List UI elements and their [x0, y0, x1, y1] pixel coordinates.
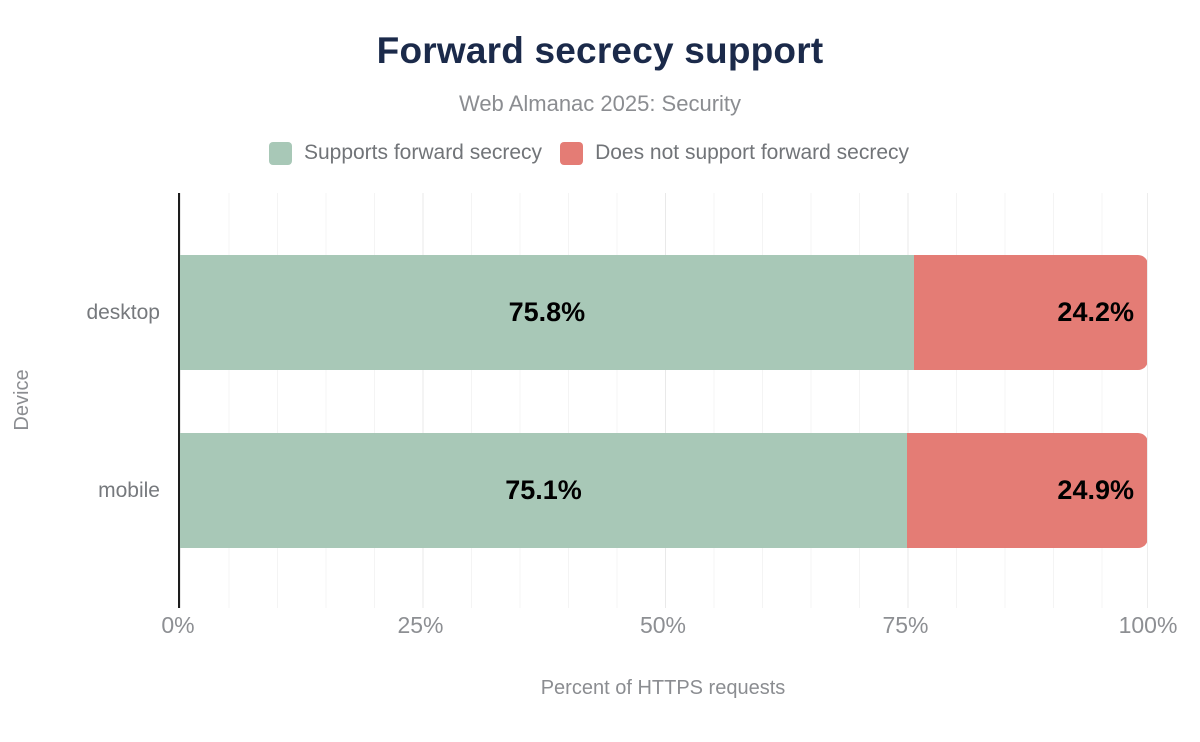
bar-data-label: 75.1%: [505, 475, 582, 505]
x-tick-25pct: 25%: [397, 612, 444, 638]
legend-item-0[interactable]: Supports forward secrecy: [268, 141, 543, 165]
legend-item-1[interactable]: Does not support forward secrecy: [560, 141, 909, 165]
bar-segment-mobile-not-supports[interactable]: 24.9%: [906, 433, 1148, 548]
x-tick-100pct: 100%: [1118, 612, 1178, 638]
x-tick-50pct: 50%: [639, 612, 687, 638]
x-tick-0pct: 0%: [161, 612, 195, 638]
bar-segment-desktop-not-supports[interactable]: 24.2%: [913, 255, 1148, 370]
legend-item-label: Supports forward secrecy: [303, 141, 543, 164]
bar-data-label: 75.8%: [508, 297, 586, 327]
bar-data-label: 24.2%: [1057, 297, 1134, 327]
bar-row-desktop: 75.8% 24.2%: [180, 255, 1148, 370]
legend-swatch-icon: [268, 141, 292, 165]
legend-swatch-icon: [560, 141, 584, 165]
chart-subtitle: Web Almanac 2025: Security: [458, 91, 742, 116]
legend-item-label: Does not support forward secrecy: [595, 141, 910, 164]
legend: Supports forward secrecy Does not support…: [0, 141, 1178, 165]
bar-segment-mobile-supports[interactable]: 75.1%: [180, 433, 907, 548]
bar-segment-desktop-supports[interactable]: 75.8%: [180, 255, 914, 370]
bar-row-mobile: 75.1% 24.9%: [180, 433, 1148, 548]
x-tick-75pct: 75%: [882, 612, 929, 638]
x-axis-ticks: 0% 25% 50% 75% 100%: [161, 612, 1177, 640]
category-label-desktop: desktop: [86, 300, 160, 324]
category-label-mobile: mobile: [98, 478, 160, 502]
plot-area: 75.8% 24.2% 75.1% 24.9%: [178, 193, 1148, 608]
x-axis-title: Percent of HTTPS requests: [540, 677, 786, 699]
chart-title: Forward secrecy support: [376, 30, 824, 71]
bar-data-label: 24.9%: [1057, 475, 1134, 505]
